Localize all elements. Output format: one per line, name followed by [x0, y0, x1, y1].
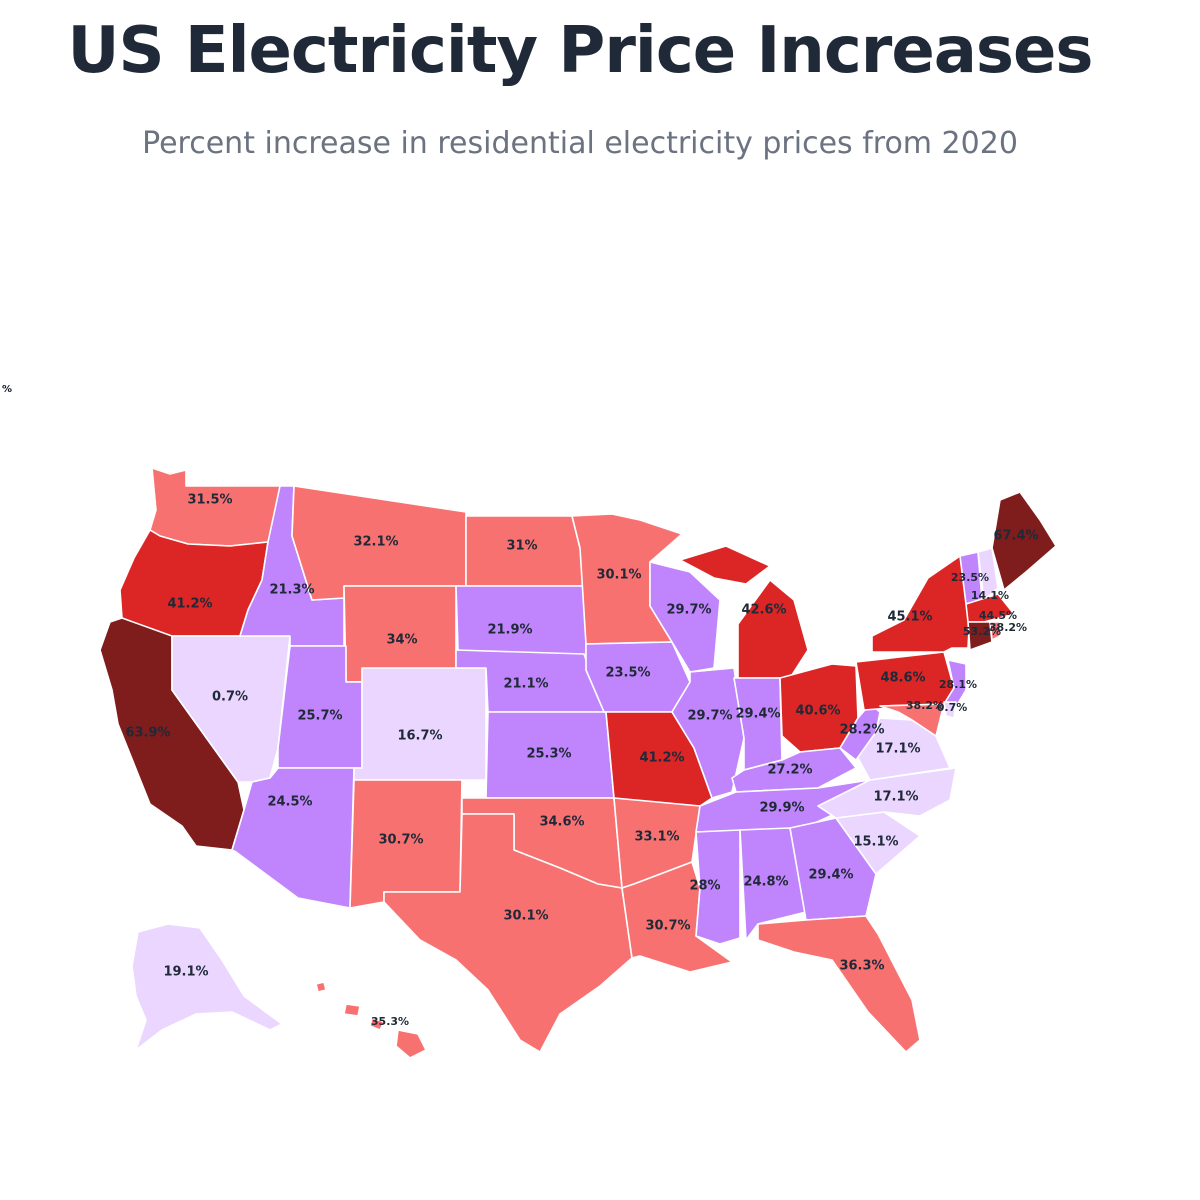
- state-label-fl: 36.3%: [839, 959, 884, 974]
- state-ri[interactable]: [989, 621, 1001, 641]
- state-label-mi: 42.6%: [741, 603, 786, 618]
- state-label-ct: 53.2%: [963, 625, 1001, 638]
- state-label-ga: 29.4%: [808, 868, 853, 883]
- state-label-wv: 28.2%: [839, 723, 884, 738]
- stray-legend-fragment: %: [2, 384, 13, 395]
- page-subtitle: Percent increase in residential electric…: [142, 126, 1018, 161]
- state-de[interactable]: [943, 701, 957, 719]
- state-tx[interactable]: [383, 813, 633, 1053]
- state-me[interactable]: [991, 491, 1057, 591]
- state-label-tx: 30.1%: [503, 909, 548, 924]
- state-label-or: 41.2%: [167, 597, 212, 612]
- state-hi[interactable]: [315, 981, 427, 1059]
- state-label-ok: 34.6%: [539, 815, 584, 830]
- state-label-la: 30.7%: [645, 919, 690, 934]
- state-label-mt: 32.1%: [353, 535, 398, 550]
- state-label-ma: 44.5%: [979, 609, 1017, 622]
- state-md[interactable]: [879, 703, 945, 737]
- state-label-wi: 29.7%: [666, 603, 711, 618]
- state-label-oh: 40.6%: [795, 704, 840, 719]
- state-al[interactable]: [739, 827, 807, 941]
- state-label-ar: 33.1%: [634, 830, 679, 845]
- page-title: US Electricity Price Increases: [67, 14, 1094, 88]
- state-az[interactable]: [231, 767, 355, 909]
- state-label-tn: 29.9%: [759, 801, 804, 816]
- state-label-va: 17.1%: [875, 742, 920, 757]
- state-label-nm: 30.7%: [378, 833, 423, 848]
- state-wi[interactable]: [649, 561, 721, 673]
- state-fl[interactable]: [757, 915, 921, 1053]
- state-label-in: 29.4%: [735, 707, 780, 722]
- state-label-ut: 25.7%: [297, 709, 342, 724]
- state-label-hi: 35.3%: [371, 1015, 409, 1028]
- state-label-ks: 25.3%: [526, 747, 571, 762]
- state-label-az: 24.5%: [267, 795, 312, 810]
- state-co[interactable]: [353, 667, 487, 781]
- state-label-al: 24.8%: [743, 875, 788, 890]
- state-ga[interactable]: [789, 817, 877, 921]
- state-label-pa: 48.6%: [880, 671, 925, 686]
- state-label-ia: 23.5%: [605, 666, 650, 681]
- state-ma[interactable]: [965, 593, 1015, 623]
- state-la[interactable]: [621, 861, 733, 973]
- state-label-ne: 21.1%: [503, 677, 548, 692]
- state-wv[interactable]: [839, 703, 881, 761]
- state-label-de: 0.7%: [937, 701, 968, 714]
- state-label-nc: 17.1%: [873, 790, 918, 805]
- state-label-mn: 30.1%: [596, 568, 641, 583]
- state-label-sd: 21.9%: [487, 623, 532, 638]
- state-label-me: 67.4%: [993, 529, 1038, 544]
- state-in[interactable]: [733, 677, 783, 771]
- state-label-wy: 34%: [386, 633, 417, 648]
- state-label-nd: 31%: [506, 539, 537, 554]
- state-label-ms: 28%: [689, 879, 720, 894]
- state-label-il: 29.7%: [687, 709, 732, 724]
- state-label-md: 38.2%: [906, 699, 944, 712]
- state-label-ak: 19.1%: [163, 965, 208, 980]
- state-label-sc: 15.1%: [853, 835, 898, 850]
- state-label-co: 16.7%: [397, 729, 442, 744]
- state-label-ny: 45.1%: [887, 610, 932, 625]
- state-label-wa: 31.5%: [187, 493, 232, 508]
- state-label-nv: 0.7%: [212, 690, 248, 705]
- state-label-nj: 28.1%: [939, 678, 977, 691]
- state-label-vt: 23.5%: [951, 571, 989, 584]
- state-ct[interactable]: [967, 621, 993, 651]
- state-label-mo: 41.2%: [639, 751, 684, 766]
- state-label-ca: 63.9%: [125, 726, 170, 741]
- state-label-nh: 14.1%: [971, 589, 1009, 602]
- state-label-ky: 27.2%: [767, 763, 812, 778]
- state-label-ri: 38.2%: [989, 621, 1027, 634]
- state-nh[interactable]: [977, 547, 999, 601]
- state-label-id: 21.3%: [269, 583, 314, 598]
- state-ak[interactable]: [131, 923, 283, 1051]
